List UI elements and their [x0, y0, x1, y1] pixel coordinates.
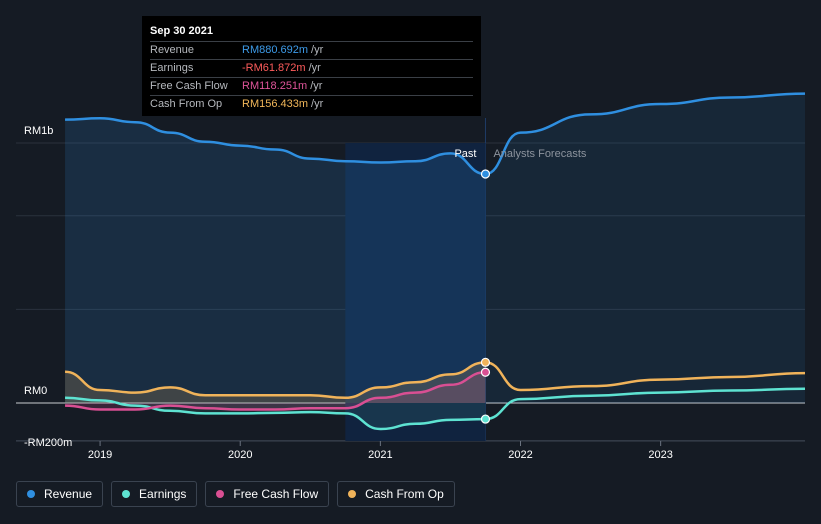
tooltip-row-value: -RM61.872m — [242, 62, 306, 74]
legend-item-cash-from-op[interactable]: Cash From Op — [337, 481, 455, 507]
cash-from-op-forecast-line — [485, 361, 806, 392]
free-cash-flow-line — [65, 371, 486, 411]
tooltip-row-label: Free Cash Flow — [150, 80, 228, 92]
legend-dot-icon — [216, 490, 225, 498]
tooltip-row: Cash From Op RM156.433m/yr — [150, 95, 473, 113]
x-tick-label: 2021 — [368, 449, 392, 461]
forecast-label: Analysts Forecasts — [493, 148, 586, 160]
legend-dot-icon — [27, 490, 35, 498]
legend: Revenue Earnings Free Cash Flow Cash From O… — [16, 481, 455, 507]
legend-dot-icon — [348, 490, 357, 498]
free-cash-flow-marker — [480, 367, 491, 377]
tooltip: Sep 30 2021 Revenue RM880.692m/yr Earnings… — [142, 16, 481, 116]
earnings-line — [65, 396, 486, 431]
tooltip-row-unit: /yr — [311, 98, 324, 110]
tooltip-date: Sep 30 2021 — [150, 25, 213, 37]
free-cash-flow-area — [65, 372, 486, 410]
text-layer: RM1b RM0 -RM200m 2019 2020 2021 2022 2023 Past An… — [24, 125, 673, 461]
tooltip-row-value: RM880.692m — [242, 44, 309, 56]
revenue-marker — [480, 169, 491, 179]
revenue-forecast-line — [485, 92, 806, 176]
cash-from-op-line — [64, 361, 486, 400]
legend-dot-icon — [122, 490, 131, 498]
tooltip-row-label: Cash From Op — [150, 98, 223, 110]
y-tick-label: -RM200m — [24, 437, 72, 449]
earnings-forecast-line — [485, 387, 806, 421]
tooltip-row-value: RM118.251m — [242, 80, 308, 92]
y-tick-label: RM1b — [24, 125, 53, 137]
tooltip-row: Earnings -RM61.872m/yr — [150, 59, 473, 77]
line-layer — [64, 92, 806, 431]
legend-label: Earnings — [139, 487, 187, 501]
tooltip-row-unit: /yr — [308, 62, 321, 74]
x-tick-label: 2020 — [228, 449, 252, 461]
cash-from-op-area — [65, 362, 486, 403]
past-label: Past — [454, 148, 476, 160]
tooltip-row-label: Revenue — [150, 44, 195, 56]
legend-item-earnings[interactable]: Earnings — [111, 481, 198, 507]
revenue-area — [65, 118, 486, 404]
tooltip-row-unit: /yr — [310, 80, 323, 92]
marker-layer — [480, 169, 491, 424]
x-tick-label: 2023 — [648, 449, 672, 461]
tooltip-row-unit: /yr — [311, 44, 324, 56]
x-tick-label: 2019 — [88, 449, 112, 461]
area-layer — [65, 93, 805, 429]
revenue-line — [65, 117, 486, 176]
earnings-marker — [480, 414, 491, 424]
legend-item-revenue[interactable]: Revenue — [16, 481, 104, 507]
tooltip-row: Free Cash Flow RM118.251m/yr — [150, 77, 473, 95]
y-tick-label: RM0 — [24, 385, 47, 397]
cash-from-op-marker — [480, 357, 491, 367]
legend-label: Free Cash Flow — [233, 487, 319, 501]
legend-label: Cash From Op — [365, 487, 444, 501]
tooltip-row-value: RM156.433m — [242, 98, 309, 110]
legend-label: Revenue — [44, 487, 93, 501]
tooltip-row-label: Earnings — [150, 62, 194, 74]
past-highlight-region — [345, 143, 486, 441]
x-tick-label: 2022 — [508, 449, 532, 461]
tooltip-row: Revenue RM880.692m/yr — [150, 41, 473, 59]
legend-item-free-cash-flow[interactable]: Free Cash Flow — [205, 481, 330, 507]
revenue-forecast-area — [485, 93, 805, 403]
